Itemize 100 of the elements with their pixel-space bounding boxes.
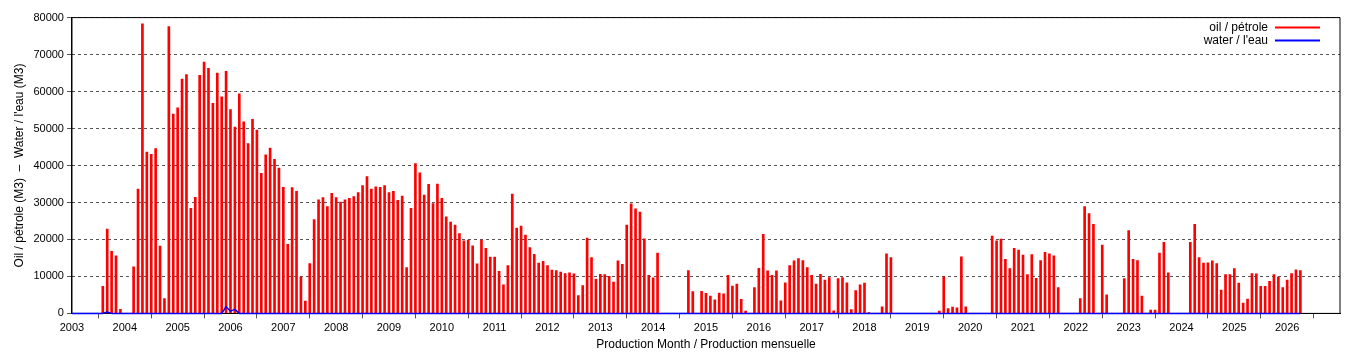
bar	[1202, 262, 1205, 314]
bar	[775, 270, 778, 314]
bar	[400, 195, 404, 314]
bar	[330, 192, 334, 314]
bar	[722, 293, 725, 314]
bar	[119, 309, 122, 314]
bar	[1149, 309, 1153, 314]
bar	[717, 292, 721, 314]
bar	[942, 276, 946, 314]
bar	[444, 216, 448, 314]
bar	[1233, 268, 1236, 314]
bar	[295, 191, 298, 314]
bar	[449, 221, 452, 314]
bar	[1255, 273, 1258, 314]
x-tick-label: 2022	[1063, 321, 1089, 334]
bar	[383, 185, 386, 314]
bar	[739, 299, 743, 314]
bar	[251, 118, 254, 314]
bar	[581, 285, 585, 314]
bar	[854, 290, 858, 314]
bar	[960, 256, 963, 314]
bar	[1017, 249, 1020, 314]
bar	[1158, 252, 1161, 314]
bar	[1100, 244, 1104, 314]
x-tick-label: 2006	[218, 321, 243, 334]
bar	[414, 163, 417, 314]
bar	[378, 186, 382, 314]
bar	[101, 286, 105, 314]
bar	[1012, 247, 1016, 314]
bar	[788, 265, 791, 314]
bar	[625, 224, 629, 314]
bar	[348, 198, 351, 314]
bar	[458, 233, 461, 314]
bar	[1039, 260, 1042, 314]
y-tick-label: 50000	[33, 121, 64, 134]
bar	[1083, 206, 1086, 314]
bar	[709, 295, 712, 314]
bar	[603, 274, 607, 314]
bar	[700, 290, 703, 314]
x-tick-label: 2023	[1116, 321, 1141, 334]
bar	[264, 154, 268, 314]
bar	[510, 193, 514, 314]
bar	[352, 196, 356, 314]
bar	[493, 256, 496, 314]
bar	[1215, 263, 1219, 314]
bar	[735, 283, 739, 314]
bar	[757, 267, 761, 314]
y-tick-label: 10000	[33, 269, 64, 282]
y-tick-label: 60000	[33, 84, 64, 97]
bar	[532, 253, 536, 314]
x-tick-label: 2021	[1010, 321, 1036, 334]
bar	[427, 184, 430, 314]
bar	[761, 233, 765, 314]
bar	[805, 267, 809, 314]
bar	[827, 277, 831, 314]
bar	[863, 282, 866, 314]
y-tick-label: 20000	[33, 232, 64, 245]
bar	[466, 239, 470, 314]
x-tick-label: 2012	[535, 321, 560, 334]
y-tick-label: 40000	[33, 158, 64, 171]
bar	[154, 148, 157, 314]
bar	[1127, 230, 1130, 314]
y-tick-label: 0	[57, 306, 64, 319]
bar	[198, 74, 201, 314]
bar	[1224, 274, 1227, 314]
bar	[819, 273, 822, 314]
x-tick-label: 2024	[1169, 321, 1194, 334]
bar	[370, 188, 373, 314]
bar	[1299, 270, 1302, 314]
bar	[215, 72, 219, 314]
bar	[1277, 276, 1280, 314]
bar	[612, 281, 615, 314]
bar	[339, 201, 342, 314]
bar	[1056, 287, 1060, 314]
y-axis-title: Oil / pétrole (M3) – Water / l'eau (M3)	[11, 63, 26, 268]
bar	[105, 228, 109, 314]
bar	[524, 234, 527, 314]
bar	[132, 266, 135, 314]
bar	[634, 208, 637, 314]
bar	[1136, 260, 1139, 314]
bar	[990, 235, 994, 314]
bar	[841, 277, 844, 314]
x-tick-label: 2013	[588, 321, 613, 334]
bar	[436, 183, 439, 314]
bar	[374, 186, 378, 314]
x-tick-label: 2010	[429, 321, 455, 334]
x-tick-label: 2007	[271, 321, 296, 334]
bar	[317, 199, 320, 314]
legend-label: water / l'eau	[1202, 32, 1268, 47]
bar	[1246, 298, 1249, 314]
bar	[207, 67, 210, 314]
x-tick-label: 2019	[905, 321, 930, 334]
legend-label: oil / pétrole	[1209, 19, 1269, 34]
bar	[229, 109, 232, 314]
y-tick-label: 70000	[33, 47, 64, 60]
bar	[1052, 255, 1056, 314]
y-tick-label: 80000	[33, 10, 64, 23]
bar	[185, 74, 188, 314]
bar	[502, 284, 505, 314]
bar	[281, 186, 285, 314]
